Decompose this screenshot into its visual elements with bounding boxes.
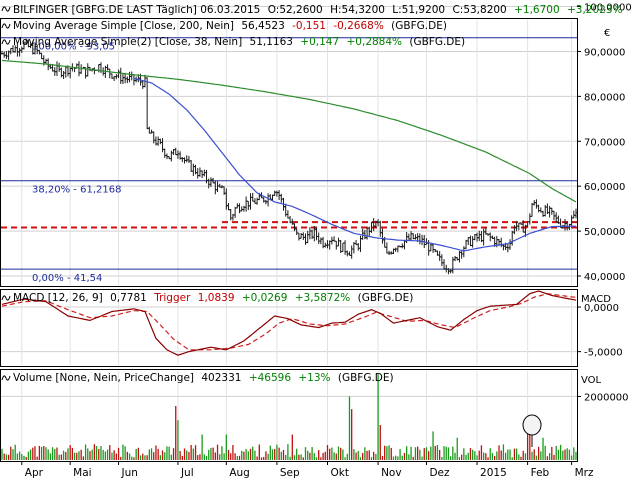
svg-text:MACD [12, 26, 9] 0,7781: MACD [12, 26, 9] 0,7781 Trigger 1,0839 +…: [13, 292, 413, 304]
ma38-legend: Moving Average Simple(2) [Close, 38, Nei…: [1, 36, 465, 48]
y-axes: 40,0000 50,0000 60,0000 70,0000 80,0000 90,00…: [577, 3, 632, 403]
macd-legend: MACD [12, 26, 9] 0,7781 Trigger 1,0839 +…: [1, 292, 413, 304]
x-tick-label: Dez: [429, 467, 450, 479]
svg-text:Moving Average Simple [Close,: Moving Average Simple [Close, 200, Nein]…: [13, 20, 447, 32]
volume-annotation: [522, 414, 542, 447]
price-low: L:51,9200: [392, 4, 445, 16]
y-tick-label: 0,0000: [584, 303, 619, 314]
ma200-title: Moving Average Simple [Close, 200, Nein]: [13, 20, 234, 32]
ma38-symbol: (GBFG.DE): [409, 36, 465, 48]
volume-value: 402331: [201, 372, 241, 384]
volume-bars: [1, 374, 577, 460]
macd-series: [1, 290, 577, 356]
macd-panel: [0, 289, 578, 367]
currency-symbol: €: [604, 28, 610, 39]
svg-text:BILFINGER [GBFG.DE LAST Täglic: BILFINGER [GBFG.DE LAST Täglich] 06.03.2…: [13, 4, 623, 16]
macd-value: 0,7781: [110, 292, 147, 304]
support-lines: [1, 221, 577, 229]
x-tick-label: 2015: [480, 467, 507, 479]
x-tick-label: Jun: [121, 467, 138, 479]
svg-text:Moving Average Simple(2) [Clos: Moving Average Simple(2) [Close, 38, Nei…: [13, 36, 465, 48]
y-tick-label: 50,0000: [584, 227, 625, 238]
x-tick-label: Aug: [229, 467, 250, 479]
legend-icon: [1, 6, 11, 12]
volume-panel-label: VOL: [581, 375, 602, 386]
macd-change: +0,0269: [242, 292, 288, 304]
fibonacci-lines: 100,00% - 93,05 38,20% - 61,2168 0,00% - 4…: [1, 37, 577, 284]
annotation-circle: [522, 414, 542, 436]
price-title: BILFINGER [GBFG.DE LAST Täglich] 06.03.2…: [13, 4, 260, 16]
macd-symbol: (GBFG.DE): [358, 292, 414, 304]
y-tick-label: 70,0000: [584, 137, 625, 148]
legend-icon: [1, 295, 11, 301]
x-tick-label: Sep: [280, 467, 300, 479]
y-tick-label: 40,0000: [584, 272, 625, 283]
x-tick-label: Mai: [73, 467, 91, 479]
ma38-change: +0,147: [300, 36, 339, 48]
ma200-legend: Moving Average Simple [Close, 200, Nein]…: [1, 20, 447, 32]
macd-change-pct: +3,5872%: [295, 292, 351, 304]
ma200-line: [1, 59, 577, 203]
y-tick-label: 90,0000: [584, 47, 625, 58]
ma38-title: Moving Average Simple(2) [Close, 38, Nei…: [13, 36, 242, 48]
macd-trigger-label: Trigger: [153, 292, 191, 304]
y-tick-label: 60,0000: [584, 182, 625, 193]
ma38-change-pct: +0,2884%: [347, 36, 403, 48]
x-tick-label: Apr: [25, 467, 44, 479]
legend-icon: [1, 23, 11, 29]
price-high: H:54,3200: [330, 4, 385, 16]
fibonacci-label: 0,00% - 41,54: [32, 273, 102, 284]
volume-grid: [1, 371, 577, 460]
x-tick-label: Okt: [330, 467, 348, 479]
ma200-change: -0,151: [292, 20, 326, 32]
volume-change-pct: +13%: [298, 372, 330, 384]
y-tick-label: 100,0000: [584, 3, 632, 14]
legend-icon: [1, 375, 11, 381]
price-legend: BILFINGER [GBFG.DE LAST Täglich] 06.03.2…: [1, 4, 623, 16]
legend-icon: [1, 39, 11, 45]
macd-line: [1, 290, 577, 356]
macd-grid: [1, 291, 577, 365]
volume-legend: Volume [None, Nein, PriceChange] 402331 …: [1, 372, 394, 384]
moving-averages: [1, 59, 577, 252]
price-change-pct: +3,2023%: [567, 4, 623, 16]
ma200-symbol: (GBFG.DE): [391, 20, 447, 32]
fibonacci-label: 38,20% - 61,2168: [32, 185, 121, 196]
ma200-change-pct: -0,2668%: [333, 20, 384, 32]
x-tick-label: Nov: [381, 467, 402, 479]
ma38-value: 51,1163: [250, 36, 293, 48]
y-tick-label: 80,0000: [584, 92, 625, 103]
price-close: C:53,8200: [452, 4, 506, 16]
volume-title: Volume [None, Nein, PriceChange]: [13, 372, 194, 384]
volume-change: +46596: [249, 372, 292, 384]
price-open: O:52,2600: [268, 4, 323, 16]
x-tick-label: Mrz: [575, 467, 594, 479]
volume-symbol: (GBFG.DE): [338, 372, 394, 384]
fibonacci-label: 100,00% - 93,05: [32, 42, 115, 53]
ma200-value: 56,4523: [241, 20, 284, 32]
macd-trigger-value: 1,0839: [198, 292, 235, 304]
x-axis: Apr Mai Jun Jul Aug Sep Okt Nov Dez 2015 Feb Mrz: [21, 461, 594, 479]
x-tick-label: Jul: [180, 467, 194, 479]
macd-title: MACD [12, 26, 9]: [13, 292, 103, 304]
x-tick-label: Feb: [531, 467, 550, 479]
y-tick-label: 2000000: [584, 392, 629, 403]
macd-panel-label: MACD: [581, 294, 611, 305]
svg-text:Volume [None, Nein, PriceChang: Volume [None, Nein, PriceChange] 402331 …: [13, 372, 394, 384]
y-tick-label: -5,0000: [584, 348, 623, 359]
price-change: +1,6700: [514, 4, 560, 16]
ma38-line: [133, 77, 576, 252]
